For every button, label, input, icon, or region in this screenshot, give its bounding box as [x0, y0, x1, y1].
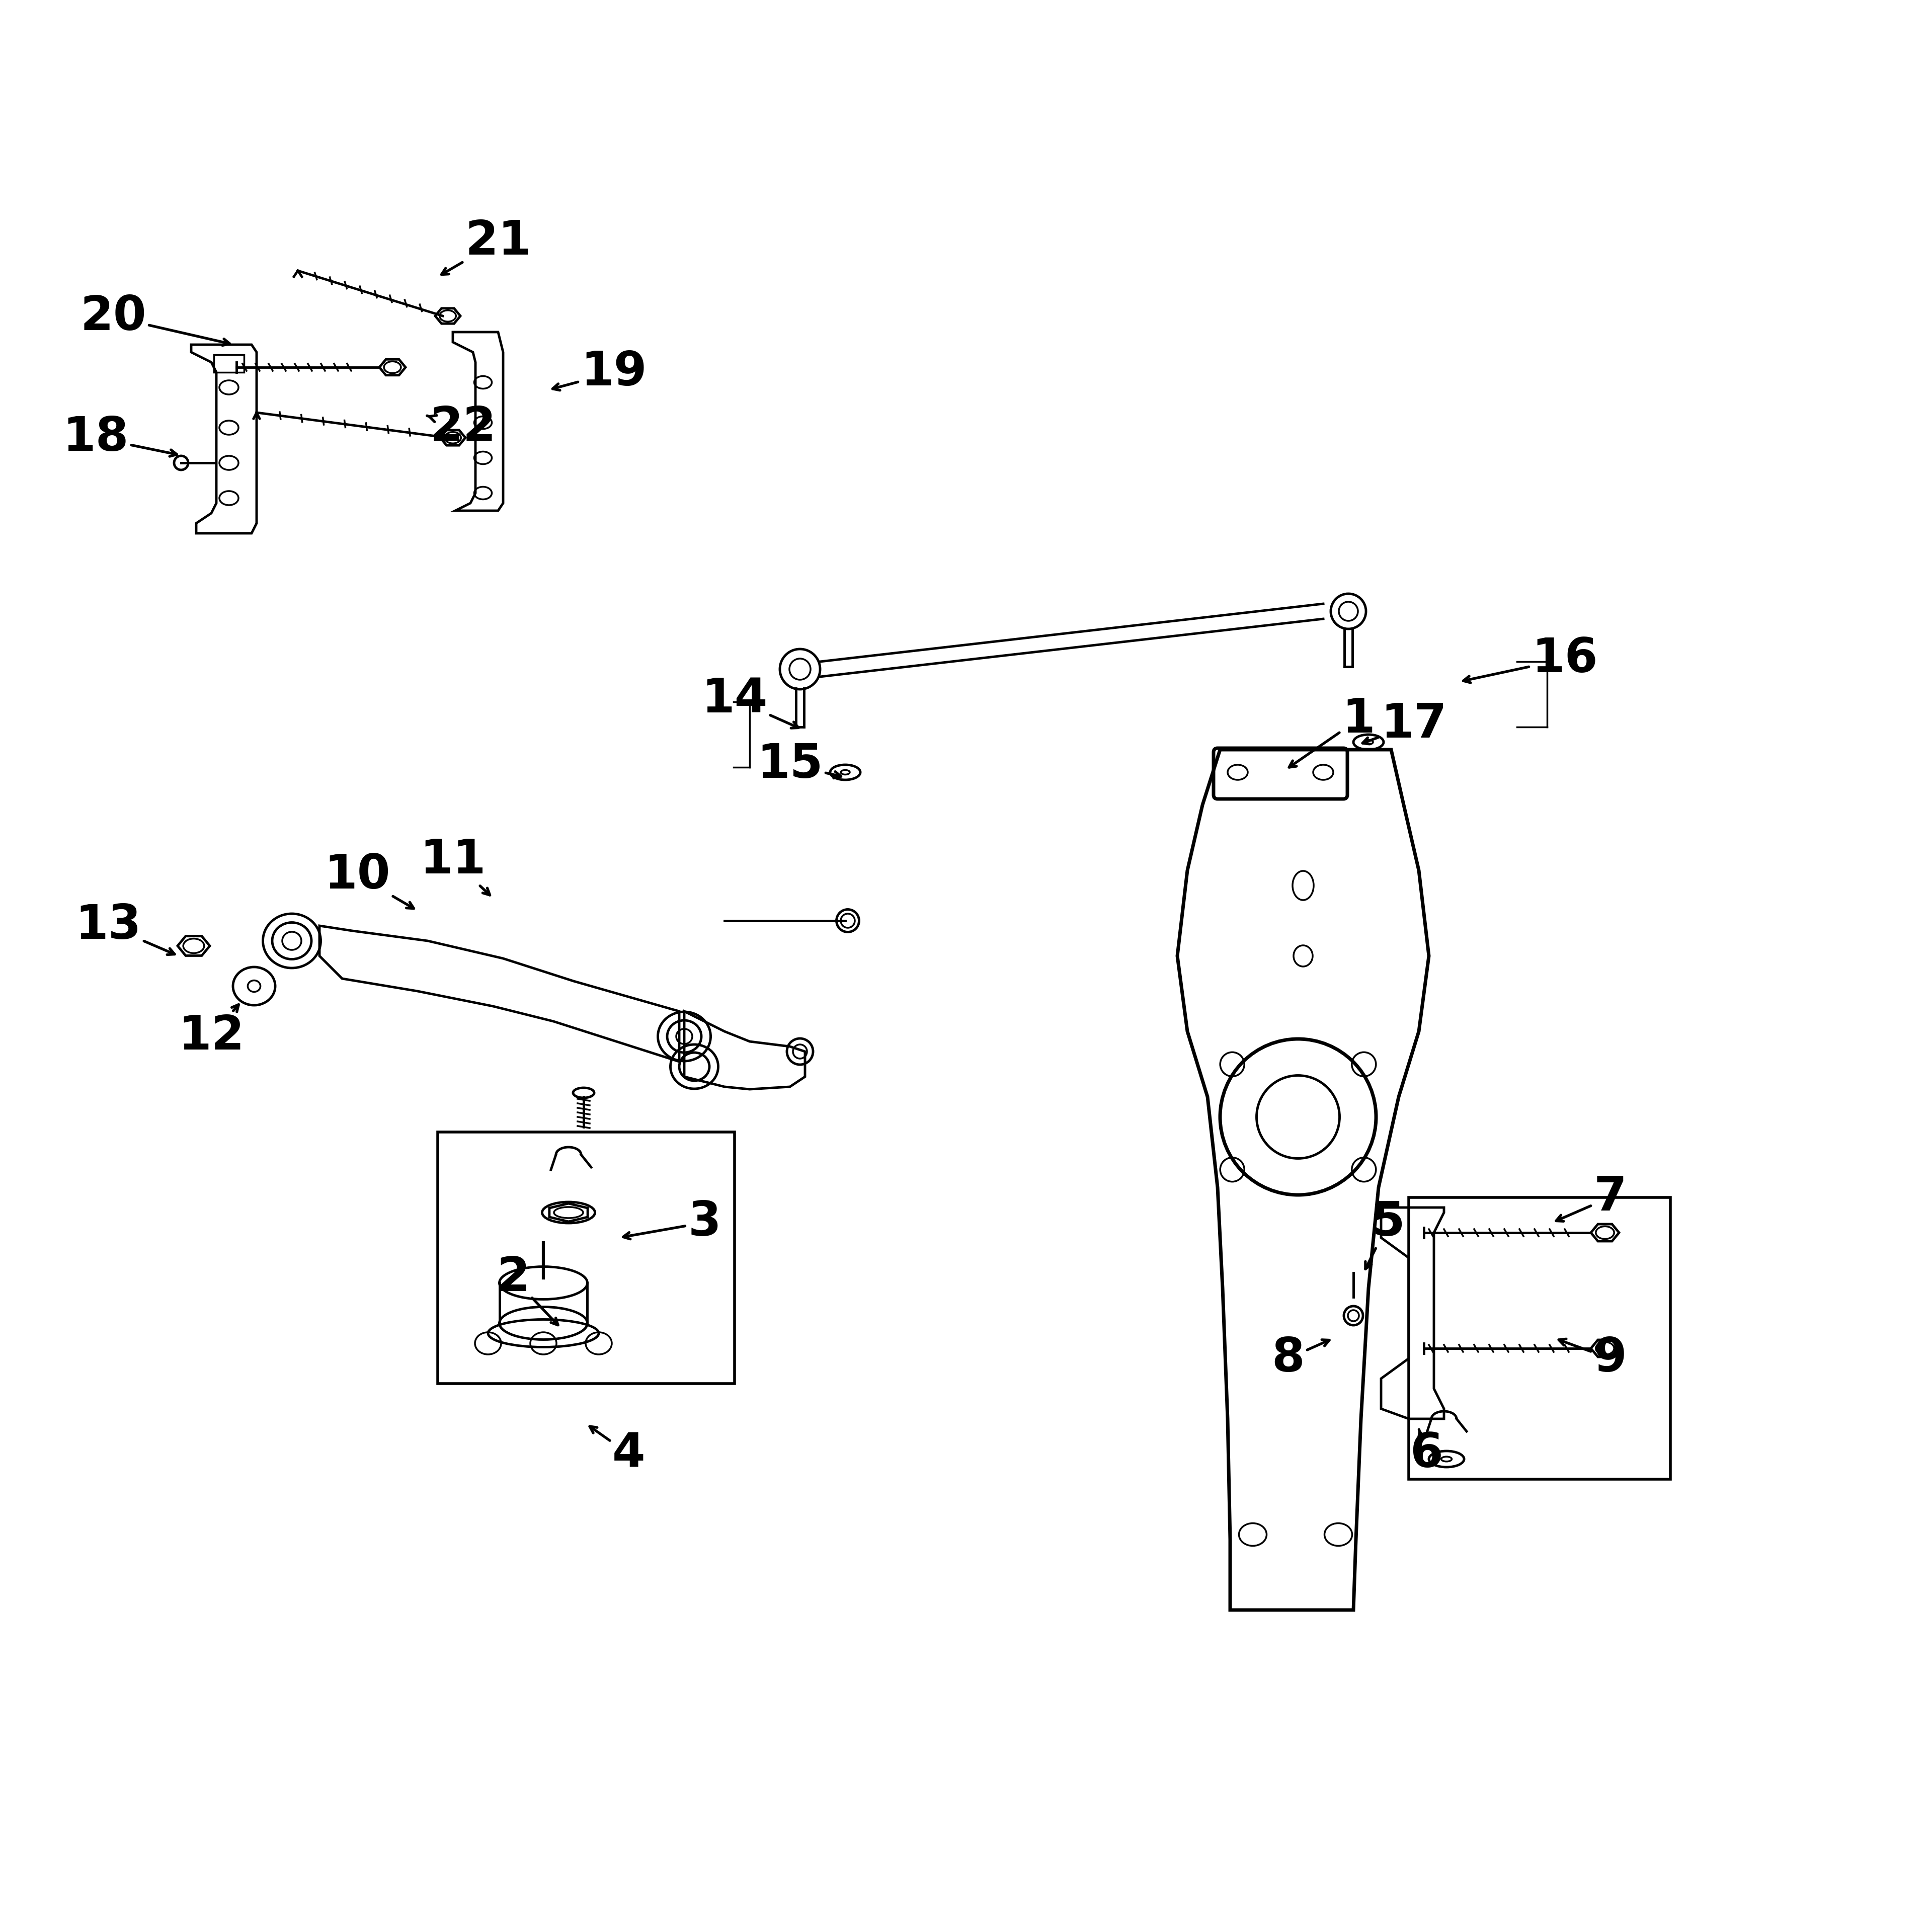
Text: 7: 7 [1555, 1175, 1627, 1221]
Text: 1: 1 [1289, 696, 1376, 767]
Text: 19: 19 [553, 350, 647, 396]
Text: 11: 11 [419, 837, 491, 895]
Text: 16: 16 [1463, 636, 1598, 682]
Text: 21: 21 [442, 218, 531, 274]
Text: 20: 20 [79, 294, 230, 346]
Text: 18: 18 [62, 415, 178, 462]
Text: 22: 22 [427, 404, 497, 450]
Text: 9: 9 [1559, 1335, 1627, 1381]
Text: 4: 4 [589, 1426, 645, 1478]
Text: 2: 2 [497, 1254, 558, 1325]
Text: 15: 15 [757, 742, 840, 788]
Text: 8: 8 [1271, 1335, 1329, 1381]
Text: 3: 3 [624, 1200, 721, 1246]
Bar [439, 1132, 734, 1383]
Text: 13: 13 [75, 902, 174, 954]
Text: 5: 5 [1366, 1200, 1405, 1269]
Text: 17: 17 [1362, 701, 1447, 748]
Text: 10: 10 [325, 852, 413, 908]
Bar [1408, 1198, 1671, 1480]
Text: 12: 12 [178, 1005, 245, 1059]
Text: 14: 14 [701, 676, 798, 728]
Bar [214, 355, 243, 373]
Text: 6: 6 [1410, 1430, 1443, 1478]
